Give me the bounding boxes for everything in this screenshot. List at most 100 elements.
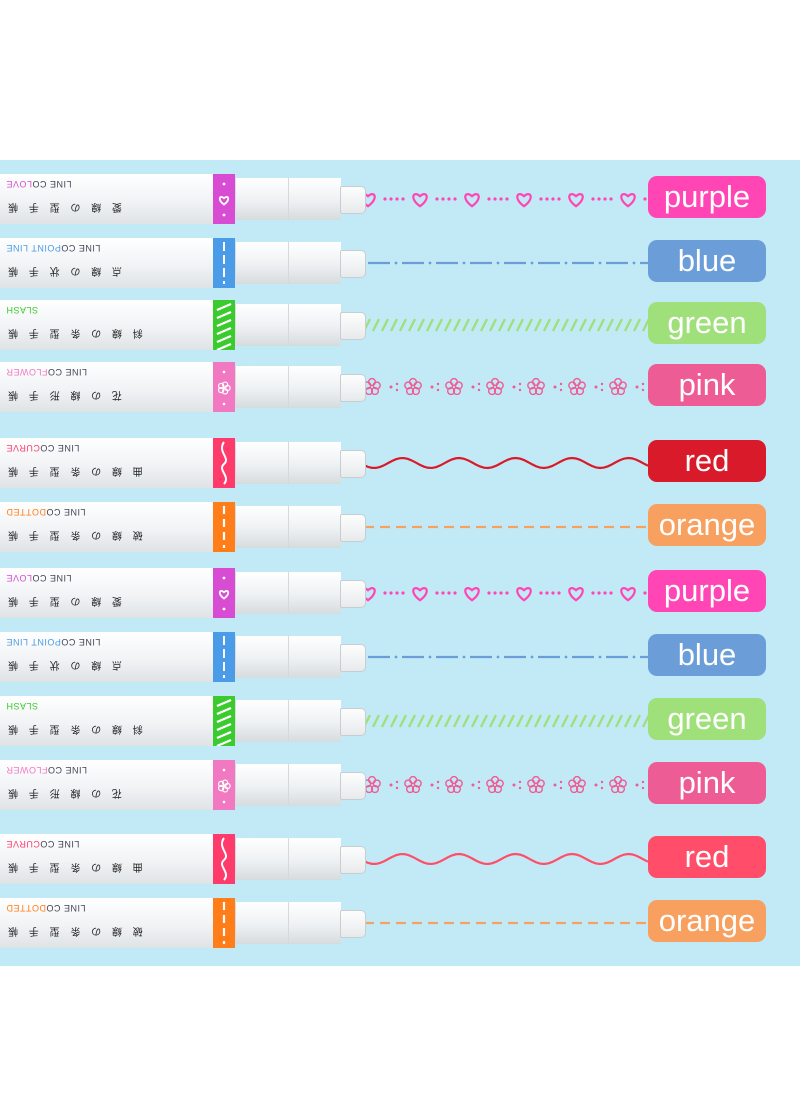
pen-tip — [340, 250, 366, 278]
line-pattern-sample — [360, 852, 649, 866]
pen-color-band — [213, 696, 235, 746]
color-label: red — [648, 836, 766, 878]
pen-tip — [340, 374, 366, 402]
pen-row-blue: LINE COPOINT LINE 点 線 の 状 手 帳 blue — [0, 630, 800, 684]
pen-color-band — [213, 568, 235, 618]
pen-style-text: LINE CODOTTED — [6, 903, 89, 913]
product-background — [0, 160, 800, 966]
pen-style-name: LOVE — [6, 179, 33, 189]
color-label: blue — [648, 240, 766, 282]
pen-style-name: DOTTED — [6, 903, 46, 913]
pen-grip — [235, 366, 341, 408]
pen-row-purple: LINE COLOVE 愛 線 の 型 手 帳 purple — [0, 566, 800, 620]
pen-color-band — [213, 502, 235, 552]
pen-style-text: LINE COCURVE — [6, 839, 82, 849]
pen-style-text: LINE COPOINT LINE — [6, 637, 103, 647]
pen-barrel: LINE COLOVE 愛 線 の 型 手 帳 — [0, 174, 215, 224]
pen-line-text: LINE CO — [46, 507, 86, 517]
line-pattern-sample — [368, 655, 650, 659]
pen-grip — [235, 636, 341, 678]
pen-color-band — [213, 834, 235, 884]
pen-row-green: SLASH 斜 線 の 条 型 手 帳 green — [0, 694, 800, 748]
pen-barrel: LINE CODOTTED 破 線 の 条 型 手 帳 — [0, 898, 215, 948]
pen-style-text: LINE CODOTTED — [6, 507, 89, 517]
pen-grip — [235, 700, 341, 742]
pen-barrel: SLASH 斜 線 の 条 型 手 帳 — [0, 696, 215, 746]
pen-color-band — [213, 760, 235, 810]
pen-grip — [235, 506, 341, 548]
pen-line-text: LINE CO — [47, 765, 88, 775]
pen-barrel: LINE COCURVE 曲 線 の 条 型 手 帳 — [0, 834, 215, 884]
pen-tip — [340, 450, 366, 478]
pen-line-text: LINE CO — [46, 903, 86, 913]
pen-barrel: SLASH 斜 線 の 条 型 手 帳 — [0, 300, 215, 350]
pen-line-text: LINE CO — [60, 637, 101, 647]
line-pattern-sample — [360, 193, 650, 208]
pen-grip — [235, 178, 341, 220]
pen-tip — [340, 514, 366, 542]
pen-row-orange: LINE CODOTTED 破 線 の 条 型 手 帳 orange — [0, 896, 800, 950]
pen-tip — [340, 846, 366, 874]
pen-style-text: LINE COFLOWER — [6, 367, 90, 377]
color-label: purple — [648, 176, 766, 218]
pen-grip — [235, 442, 341, 484]
pen-row-orange: LINE CODOTTED 破 線 の 条 型 手 帳 orange — [0, 500, 800, 554]
pen-row-green: SLASH 斜 線 の 条 型 手 帳 green — [0, 298, 800, 352]
pen-barrel: LINE COFLOWER 花 の 線 形 手 帳 — [0, 362, 215, 412]
pen-line-text: LINE CO — [39, 443, 80, 453]
pen-japanese-text: 愛 線 の 型 手 帳 — [4, 201, 122, 212]
pen-line-text: LINE CO — [32, 179, 72, 189]
line-pattern-sample — [362, 318, 650, 332]
color-label: green — [648, 302, 766, 344]
line-pattern-sample — [360, 587, 650, 602]
line-pattern-sample — [363, 775, 645, 794]
pen-row-purple: LINE COLOVE 愛 線 の 型 手 帳 purple — [0, 172, 800, 226]
pen-japanese-text: 花 の 線 形 手 帳 — [4, 787, 122, 798]
pen-style-name: SLASH — [6, 701, 39, 711]
pen-japanese-text: 破 線 の 条 型 手 帳 — [4, 925, 143, 936]
pen-style-name: LOVE — [6, 573, 33, 583]
line-pattern-sample — [364, 525, 646, 529]
pen-style-text: SLASH — [6, 305, 41, 315]
pen-japanese-text: 曲 線 の 条 型 手 帳 — [4, 861, 143, 872]
pen-style-name: DOTTED — [6, 507, 46, 517]
color-label: green — [648, 698, 766, 740]
pen-japanese-text: 点 線 の 状 手 帳 — [4, 659, 122, 670]
pen-color-band — [213, 438, 235, 488]
pen-tip — [340, 580, 366, 608]
pen-grip — [235, 902, 341, 944]
pen-japanese-text: 斜 線 の 条 型 手 帳 — [4, 723, 143, 734]
pen-grip — [235, 764, 341, 806]
pen-grip — [235, 242, 341, 284]
line-pattern-sample — [360, 456, 649, 470]
color-label: pink — [648, 364, 766, 406]
pen-style-text: LINE COLOVE — [6, 179, 75, 189]
pen-barrel: LINE CODOTTED 破 線 の 条 型 手 帳 — [0, 502, 215, 552]
pen-style-text: LINE COFLOWER — [6, 765, 90, 775]
color-label: red — [648, 440, 766, 482]
pen-style-text: LINE COLOVE — [6, 573, 75, 583]
pen-grip — [235, 838, 341, 880]
pen-tip — [340, 772, 366, 800]
pen-tip — [340, 708, 366, 736]
pen-color-band — [213, 238, 235, 288]
pen-style-text: LINE COCURVE — [6, 443, 82, 453]
pen-japanese-text: 曲 線 の 条 型 手 帳 — [4, 465, 143, 476]
pen-barrel: LINE COCURVE 曲 線 の 条 型 手 帳 — [0, 438, 215, 488]
pen-style-name: POINT LINE — [6, 243, 61, 253]
pen-line-text: LINE CO — [32, 573, 72, 583]
color-label: purple — [648, 570, 766, 612]
pen-color-band — [213, 174, 235, 224]
pen-style-name: CURVE — [6, 839, 40, 849]
pen-line-text: LINE CO — [39, 839, 80, 849]
pen-style-name: CURVE — [6, 443, 40, 453]
pen-barrel: LINE COPOINT LINE 点 線 の 状 手 帳 — [0, 632, 215, 682]
pen-style-name: FLOWER — [6, 367, 48, 377]
pen-line-text: LINE CO — [47, 367, 88, 377]
pen-japanese-text: 点 線 の 状 手 帳 — [4, 265, 122, 276]
pen-tip — [340, 186, 366, 214]
pen-row-red: LINE COCURVE 曲 線 の 条 型 手 帳 red — [0, 832, 800, 886]
pen-japanese-text: 斜 線 の 条 型 手 帳 — [4, 327, 143, 338]
pen-grip — [235, 304, 341, 346]
pen-tip — [340, 312, 366, 340]
